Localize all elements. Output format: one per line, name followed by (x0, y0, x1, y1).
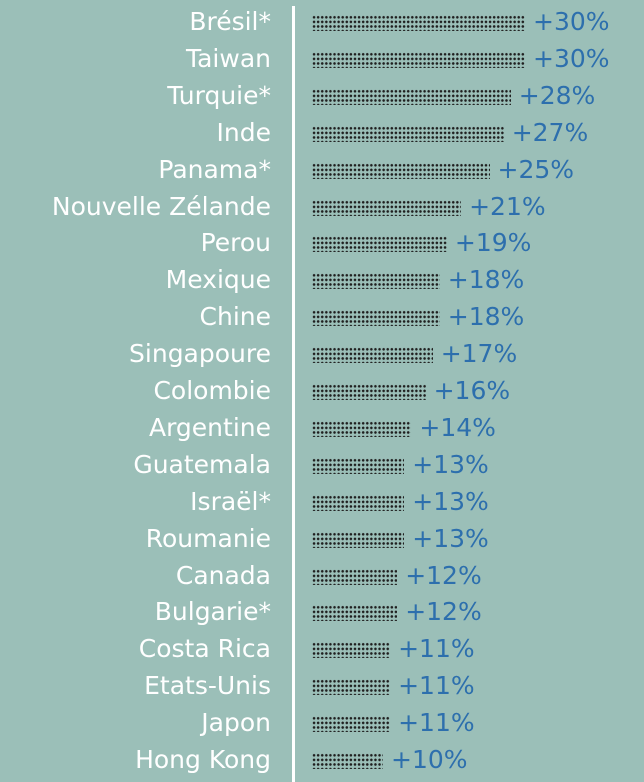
bar (312, 15, 525, 31)
bar (312, 531, 405, 548)
bar (312, 679, 391, 696)
bar (312, 236, 447, 253)
bar (312, 199, 462, 216)
value-label: +18% (447, 265, 525, 295)
value-label: +10% (391, 745, 468, 774)
value-label: +28% (518, 80, 596, 110)
category-label: Japon (201, 708, 271, 738)
bar (312, 568, 398, 585)
value-label: +13% (412, 523, 489, 553)
value-label: +14% (419, 412, 496, 442)
category-label: Brésil* (189, 7, 271, 36)
category-label: Roumanie (145, 523, 271, 553)
bar (312, 162, 490, 179)
category-label: Etats-Unis (144, 671, 271, 701)
bar (312, 125, 504, 142)
category-label: Canada (175, 560, 271, 590)
category-label: Bulgarie* (154, 597, 271, 627)
bar (312, 384, 426, 400)
value-label: +17% (440, 339, 518, 369)
value-label: +16% (433, 376, 511, 405)
bar (312, 51, 525, 68)
category-label: Panama* (158, 154, 271, 184)
bar (312, 457, 405, 474)
value-label: +30% (533, 7, 610, 36)
value-label: +11% (398, 671, 475, 701)
bar (312, 273, 440, 290)
bar (312, 605, 398, 622)
axis-line (292, 6, 295, 782)
category-label: Turquie* (167, 80, 271, 110)
value-label: +11% (398, 634, 475, 664)
category-label: Guatemala (133, 449, 271, 479)
category-label: Colombie (153, 376, 271, 405)
category-label: Mexique (165, 265, 271, 295)
category-label: Taiwan (185, 43, 271, 73)
category-label: Hong Kong (135, 745, 271, 774)
category-label: Nouvelle Zélande (51, 191, 271, 221)
value-label: +30% (533, 43, 610, 73)
value-label: +21% (469, 191, 546, 221)
value-label: +27% (511, 117, 589, 147)
category-label: Israël* (190, 486, 271, 516)
value-label: +11% (398, 708, 475, 738)
bar (312, 420, 412, 437)
category-label: Inde (216, 117, 271, 147)
bar (312, 753, 383, 769)
value-label: +13% (412, 449, 489, 479)
category-label: Argentine (148, 412, 271, 442)
bar (312, 642, 391, 659)
bar (312, 88, 511, 105)
category-label: Chine (199, 302, 271, 332)
category-label: Perou (200, 228, 271, 258)
category-label: Costa Rica (138, 634, 271, 664)
bar (312, 494, 405, 511)
bar (312, 310, 440, 327)
value-label: +13% (412, 486, 489, 516)
category-label: Singapoure (129, 339, 271, 369)
value-label: +19% (454, 228, 532, 258)
value-label: +12% (405, 597, 482, 627)
value-label: +12% (405, 560, 482, 590)
bar (312, 716, 391, 733)
value-label: +18% (447, 302, 525, 332)
value-label: +25% (497, 154, 575, 184)
bar (312, 347, 433, 364)
